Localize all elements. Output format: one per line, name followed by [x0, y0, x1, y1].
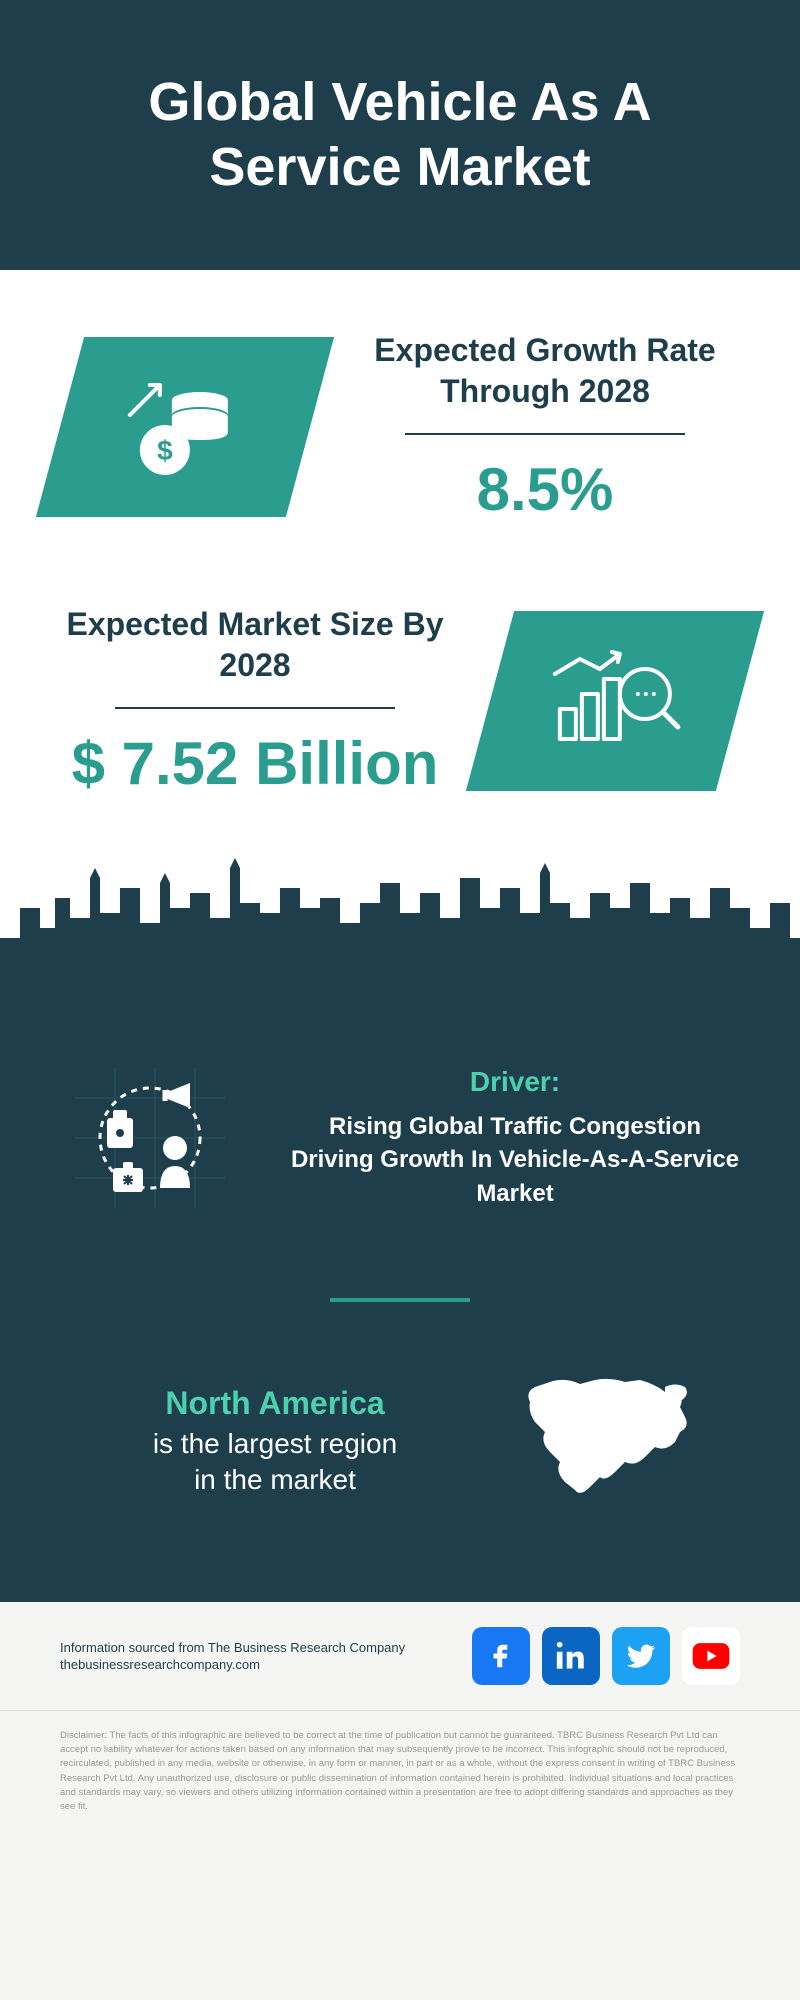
separator-line [330, 1298, 470, 1302]
region-text: North America is the largest region in t… [90, 1385, 460, 1499]
page-title: Global Vehicle As A Service Market [60, 70, 740, 200]
map-box [510, 1372, 710, 1512]
disclaimer: Disclaimer: The facts of this infographi… [0, 1711, 800, 1833]
driver-row: Driver: Rising Global Traffic Congestion… [60, 1058, 740, 1218]
header: Global Vehicle As A Service Market [0, 0, 800, 270]
social-icons [472, 1627, 740, 1685]
youtube-icon[interactable] [682, 1627, 740, 1685]
services-icon [65, 1058, 235, 1218]
linkedin-icon[interactable] [542, 1627, 600, 1685]
driver-label: Driver: [290, 1066, 740, 1098]
footer-source: Information sourced from The Business Re… [60, 1640, 405, 1672]
skyline-section [0, 858, 800, 1028]
money-growth-icon: $ [115, 364, 255, 484]
north-america-map-icon [510, 1372, 710, 1512]
divider [115, 707, 395, 709]
footer: Information sourced from The Business Re… [0, 1602, 800, 1711]
growth-icon-box: $ [36, 337, 334, 517]
divider [405, 433, 685, 435]
source-line1: Information sourced from The Business Re… [60, 1640, 405, 1655]
market-value: $ 7.52 Billion [60, 729, 450, 798]
market-icon-box [466, 611, 764, 791]
growth-value: 8.5% [350, 455, 740, 524]
region-highlight: North America [90, 1385, 460, 1422]
driver-description: Rising Global Traffic Congestion Driving… [290, 1110, 740, 1211]
source-line2: thebusinessresearchcompany.com [60, 1657, 405, 1672]
growth-stat: Expected Growth Rate Through 2028 8.5% [350, 330, 740, 524]
region-sub1: is the largest region [90, 1426, 460, 1462]
svg-text:$: $ [157, 434, 173, 465]
chart-analysis-icon [540, 638, 690, 758]
market-label: Expected Market Size By 2028 [60, 604, 450, 687]
growth-rate-section: $ Expected Growth Rate Through 2028 8.5% [0, 270, 800, 564]
region-sub2: in the market [90, 1462, 460, 1498]
growth-label: Expected Growth Rate Through 2028 [350, 330, 740, 413]
twitter-icon[interactable] [612, 1627, 670, 1685]
region-row: North America is the largest region in t… [60, 1372, 740, 1542]
driver-text: Driver: Rising Global Traffic Congestion… [290, 1066, 740, 1211]
market-size-section: Expected Market Size By 2028 $ 7.52 Bill… [0, 564, 800, 858]
skyline-mask [0, 858, 800, 978]
market-stat: Expected Market Size By 2028 $ 7.52 Bill… [60, 604, 450, 798]
driver-icon-box [60, 1058, 240, 1218]
dark-section: Driver: Rising Global Traffic Congestion… [0, 1028, 800, 1602]
facebook-icon[interactable] [472, 1627, 530, 1685]
